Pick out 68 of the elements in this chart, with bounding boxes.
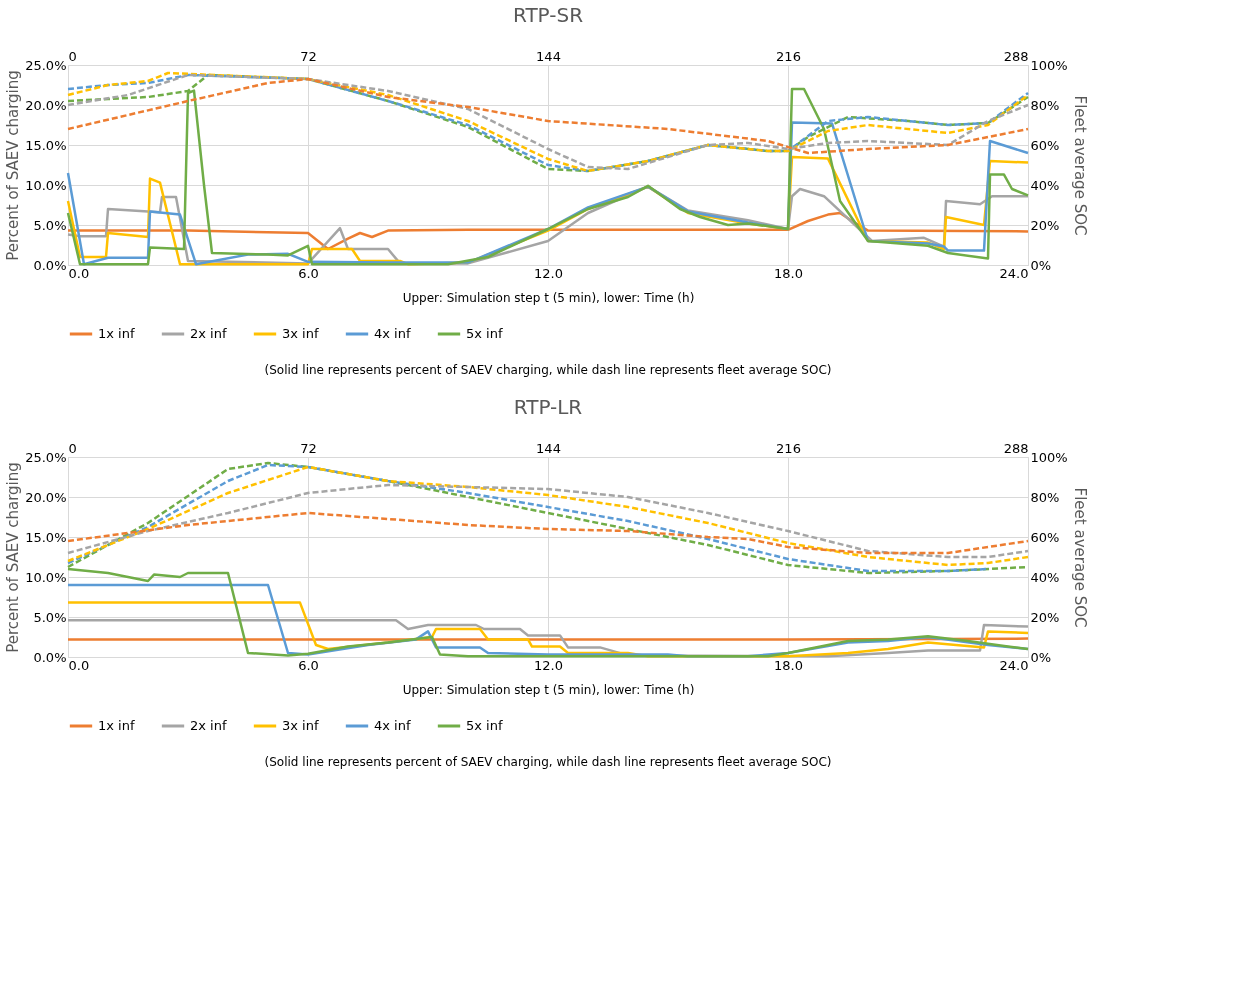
line-series bbox=[66, 511, 1030, 555]
y-tick-label: 20.0% bbox=[25, 97, 67, 113]
y2-axis-title: Fleet average SOC bbox=[1070, 95, 1089, 236]
x2-tick-label: 0 bbox=[68, 48, 77, 64]
legend-label: 2x inf bbox=[190, 718, 227, 733]
x-tick-label: 6.0 bbox=[298, 657, 319, 673]
line-series bbox=[66, 483, 1030, 559]
x-axis-title: Upper: Simulation step t (5 min), lower: Time (h) bbox=[402, 290, 695, 305]
y2-tick-label: 20% bbox=[1030, 217, 1060, 233]
x-tick-label: 18.0 bbox=[774, 265, 803, 281]
y2-tick-label: 40% bbox=[1030, 177, 1060, 193]
legend-label: 2x inf bbox=[190, 326, 227, 341]
y2-tick-label: 80% bbox=[1030, 489, 1060, 505]
x-axis-title: Upper: Simulation step t (5 min), lower: Time (h) bbox=[402, 682, 695, 697]
x2-tick-label: 72 bbox=[300, 440, 317, 456]
x2-tick-label: 72 bbox=[300, 48, 317, 64]
y-tick-label: 0.0% bbox=[33, 649, 67, 665]
legend-label: 4x inf bbox=[374, 326, 411, 341]
y2-axis-title: Fleet average SOC bbox=[1070, 487, 1089, 628]
text: (Solid line represents percent of SAEV charging, while dash line represents fleet average SOC) bbox=[264, 363, 832, 377]
y2-tick-label: 0% bbox=[1030, 257, 1052, 273]
y-tick-label: 25.0% bbox=[25, 57, 67, 73]
x-tick-label: 0.0 bbox=[68, 657, 90, 673]
y-axis-title: Percent of SAEV charging bbox=[4, 70, 23, 261]
legend-label: 1x inf bbox=[98, 718, 135, 733]
y2-tick-label: 100% bbox=[1030, 57, 1068, 73]
x2-tick-label: 0 bbox=[68, 440, 77, 456]
x-tick-label: 12.0 bbox=[534, 657, 563, 673]
y-tick-label: 0.0% bbox=[33, 257, 67, 273]
legend-label: 3x inf bbox=[282, 326, 319, 341]
legend-label: 4x inf bbox=[374, 718, 411, 733]
y2-tick-label: 0% bbox=[1030, 649, 1052, 665]
y-tick-label: 15.0% bbox=[25, 529, 67, 545]
y2-tick-label: 40% bbox=[1030, 569, 1060, 585]
y2-tick-label: 60% bbox=[1030, 529, 1060, 545]
x2-tick-label: 288 bbox=[1003, 48, 1029, 64]
legend-label: 1x inf bbox=[98, 326, 135, 341]
y-tick-label: 25.0% bbox=[25, 449, 67, 465]
chart-title: RTP-LR bbox=[513, 395, 583, 419]
y-tick-label: 15.0% bbox=[25, 137, 67, 153]
y-tick-label: 20.0% bbox=[25, 489, 67, 505]
x-tick-label: 12.0 bbox=[534, 265, 563, 281]
line-series bbox=[66, 77, 1030, 155]
legend-label: 5x inf bbox=[466, 326, 503, 341]
x2-tick-label: 144 bbox=[536, 48, 561, 64]
y-tick-label: 5.0% bbox=[33, 217, 67, 233]
x2-tick-label: 216 bbox=[776, 440, 801, 456]
y-axis-title: Percent of SAEV charging bbox=[4, 462, 23, 653]
y-tick-label: 5.0% bbox=[33, 609, 67, 625]
y2-tick-label: 100% bbox=[1030, 449, 1068, 465]
y-tick-label: 10.0% bbox=[25, 569, 67, 585]
x2-tick-label: 216 bbox=[776, 48, 801, 64]
legend-label: 3x inf bbox=[282, 718, 319, 733]
x-tick-label: 0.0 bbox=[68, 265, 90, 281]
x2-tick-label: 144 bbox=[536, 440, 561, 456]
y2-tick-label: 20% bbox=[1030, 609, 1060, 625]
x-tick-label: 6.0 bbox=[298, 265, 319, 281]
line-series bbox=[66, 211, 1030, 251]
x2-tick-label: 288 bbox=[1003, 440, 1029, 456]
x-tick-label: 24.0 bbox=[999, 657, 1029, 673]
legend-label: 5x inf bbox=[466, 718, 503, 733]
chart-title: RTP-SR bbox=[512, 3, 584, 27]
x-tick-label: 18.0 bbox=[774, 657, 803, 673]
x-tick-label: 24.0 bbox=[999, 265, 1029, 281]
y2-tick-label: 80% bbox=[1030, 97, 1060, 113]
text: (Solid line represents percent of SAEV charging, while dash line represents fleet average SOC) bbox=[264, 755, 832, 769]
y-tick-label: 10.0% bbox=[25, 177, 67, 193]
y2-tick-label: 60% bbox=[1030, 137, 1060, 153]
